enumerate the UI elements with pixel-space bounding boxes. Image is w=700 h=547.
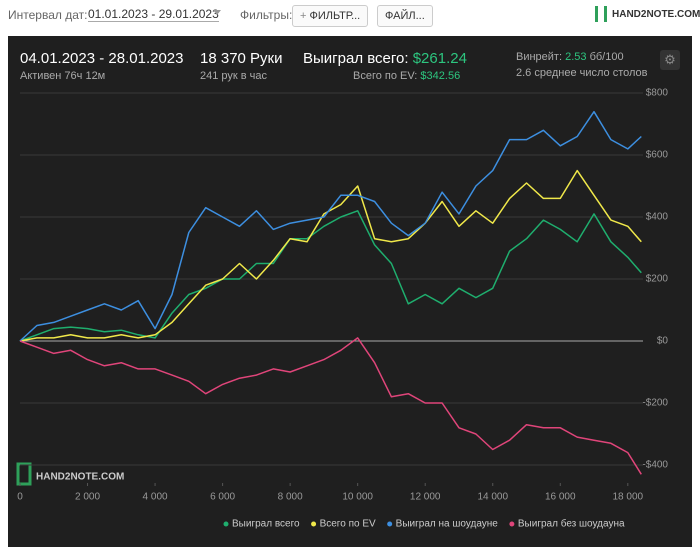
x-tick-label: 10 000 (342, 492, 373, 503)
legend-label: Выиграл всего (232, 519, 300, 530)
won-total: Выиграл всего: $261.24 (303, 50, 467, 67)
date-label: Интервал дат: (8, 8, 88, 22)
ev-total: Всего по EV: $342.56 (353, 70, 460, 82)
filters-label: Фильтры: (240, 8, 293, 22)
y-tick-label: $400 (646, 212, 669, 223)
winrate-label: Винрейт: (516, 51, 563, 63)
active-time: Активен 76ч 12м (20, 70, 106, 82)
watermark-icon (16, 462, 32, 486)
y-tick-label: $800 (646, 88, 669, 99)
period: 04.01.2023 - 28.01.2023 (20, 50, 184, 67)
y-tick-label: -$200 (642, 398, 668, 409)
hands-per-hour: 241 рук в час (200, 70, 268, 82)
x-tick-label: 0 (17, 492, 23, 503)
y-tick-label: $600 (646, 150, 669, 161)
results-panel: 04.01.2023 - 28.01.2023 Активен 76ч 12м … (8, 36, 692, 547)
dropdown-arrow[interactable] (213, 10, 221, 15)
logo-text: HAND2NOTE.COM (612, 9, 700, 20)
winrate: Винрейт: 2.53 бб/100 (516, 51, 624, 63)
hands: 18 370 Руки (200, 50, 283, 67)
y-tick-label: -$400 (642, 460, 668, 471)
series-line (19, 210, 642, 342)
won-value: $261.24 (412, 50, 467, 67)
avg-tables: 2.6 среднее число столов (516, 67, 648, 79)
date-range[interactable]: 01.01.2023 - 29.01.2023 (88, 7, 219, 22)
series-line (19, 110, 642, 342)
x-tick-label: 16 000 (545, 492, 576, 503)
settings-button[interactable]: ⚙ (660, 50, 680, 70)
x-tick-label: 6 000 (210, 492, 235, 503)
legend-marker (223, 521, 229, 527)
legend-label: Выиграл на шоудауне (396, 519, 499, 530)
x-tick-label: 8 000 (278, 492, 303, 503)
ev-label: Всего по EV: (353, 70, 418, 82)
legend-marker (509, 521, 515, 527)
x-tick-label: 18 000 (613, 492, 644, 503)
y-tick-label: $200 (646, 274, 669, 285)
logo-icon (595, 6, 607, 22)
series-line (19, 169, 642, 342)
x-tick-label: 14 000 (477, 492, 508, 503)
file-button[interactable]: ФАЙЛ... (377, 5, 433, 27)
x-tick-label: 12 000 (410, 492, 441, 503)
x-tick-label: 2 000 (75, 492, 100, 503)
ev-value: $342.56 (420, 70, 461, 82)
series-line (19, 337, 642, 475)
x-tick-label: 4 000 (143, 492, 168, 503)
winrate-unit: бб/100 (589, 51, 624, 63)
legend-label: Всего по EV (320, 519, 376, 530)
won-label: Выиграл всего: (303, 50, 409, 67)
legend-marker (311, 521, 317, 527)
legend-label: Выиграл без шоудауна (518, 518, 625, 530)
legend-marker (387, 521, 393, 527)
filter-button[interactable]: + ФИЛЬТР... (292, 5, 369, 27)
watermark: HAND2NOTE.COM (36, 472, 124, 483)
winrate-value: 2.53 (565, 51, 587, 63)
filter-button-text: ФИЛЬТР... (309, 10, 361, 22)
y-tick-label: $0 (657, 336, 669, 347)
